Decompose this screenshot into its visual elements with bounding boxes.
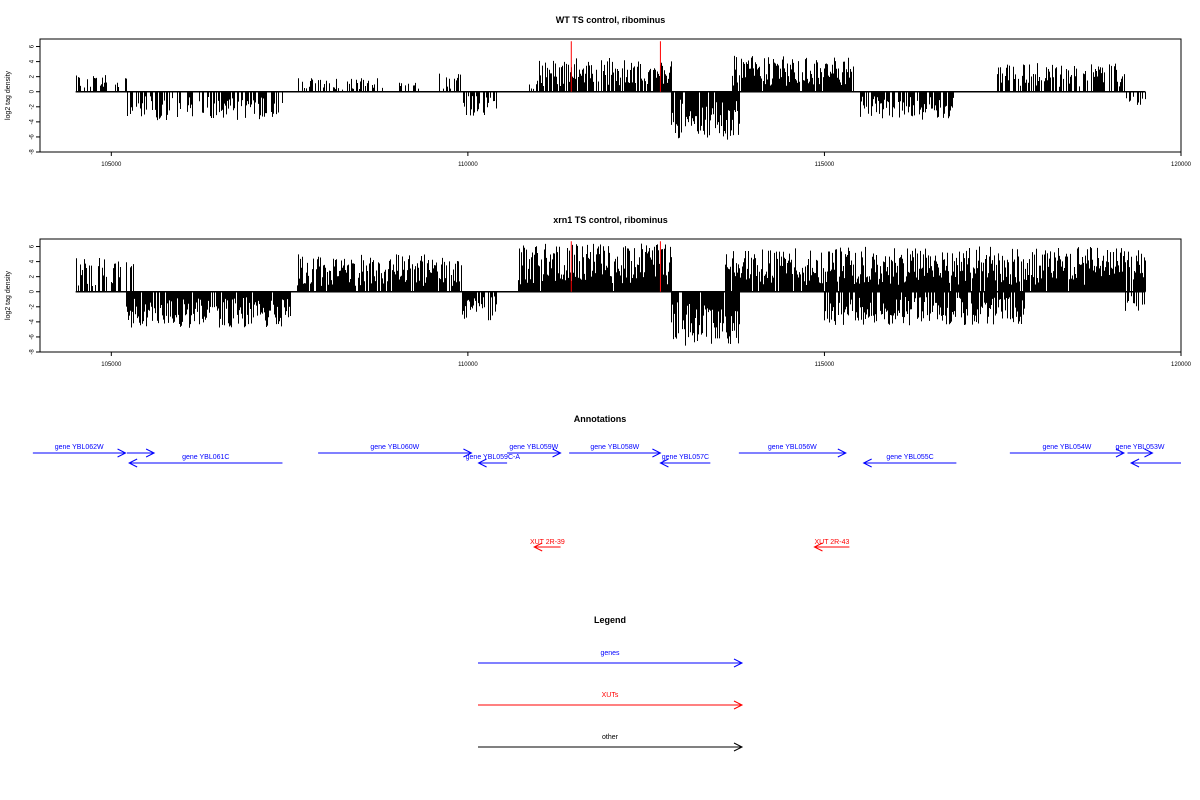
gene-label: gene YBL060W [370, 444, 419, 451]
x-tick-label: 110000 [458, 362, 478, 368]
gene-label: gene YBL058W [590, 444, 639, 451]
gene-arrow: gene YBL056W [738, 444, 847, 458]
plot-frame [39, 38, 1182, 153]
chart-title: WT TS control, ribominus [556, 15, 666, 25]
legend-item-label: genes [600, 650, 620, 657]
x-tick-label: 120000 [1171, 362, 1192, 368]
gene-arrow: gene YBL059C-A [466, 454, 521, 468]
chart-panel-1: WT TS control, ribominus -8 -6 -4 -2 0 2 4 6 log2… [5, 15, 1192, 168]
y-tick-label: -8 [30, 349, 36, 355]
arrow-head [659, 458, 669, 468]
y-tick-label: -4 [30, 319, 36, 325]
arrow-head [733, 658, 744, 668]
gene-arrow [127, 448, 156, 458]
y-tick-label: 6 [30, 244, 36, 248]
x-tick-label: 105000 [101, 162, 122, 168]
arrow-head [1129, 458, 1140, 468]
legend-item-XUTs: XUTs [478, 692, 744, 710]
gene-label: gene YBL059W [509, 444, 558, 451]
density-bars [76, 243, 1146, 346]
legend-item-genes: genes [478, 650, 744, 668]
gene-label: gene YBL059C-A [466, 454, 521, 461]
chart-title: xrn1 TS control, ribominus [553, 215, 668, 225]
y-tick-label: 2 [30, 74, 36, 78]
y-axis: -8 -6 -4 -2 0 2 4 6 [30, 44, 40, 155]
x-axis: 105000 110000 115000 120000 [101, 352, 1192, 368]
y-axis-label: log2 tag density [5, 270, 12, 320]
gene-label: gene YBL053W [1116, 444, 1165, 451]
y-tick-label: 2 [30, 274, 36, 278]
gene-label: gene YBL056W [768, 444, 817, 451]
legend-item-label: other [602, 734, 619, 741]
y-tick-label: 0 [30, 89, 36, 93]
arrow-head [552, 448, 562, 458]
arrow-head [477, 458, 487, 468]
legend-item-label: XUTs [602, 692, 619, 699]
gene-arrow: gene YBL054W [1009, 444, 1126, 458]
annotations-title: Annotations [574, 414, 627, 424]
gene-label: gene YBL055C [886, 454, 933, 461]
arrow-head [145, 448, 156, 458]
y-tick-label: 6 [30, 44, 36, 48]
y-tick-label: -2 [30, 103, 36, 109]
xut-arrow: XUT 2R-43 [813, 539, 849, 552]
gene-arrow: gene YBL062W [32, 444, 127, 458]
annotations-track: Annotations gene YBL062W gene YBL061C gene … [32, 414, 1181, 552]
gene-arrow [1129, 458, 1181, 468]
plot-frame [39, 238, 1182, 353]
x-tick-label: 105000 [101, 362, 122, 368]
xut-label: XUT 2R-39 [530, 539, 565, 546]
gene-arrow: gene YBL055C [862, 454, 957, 468]
legend: Legend genes XUTs other [478, 615, 744, 752]
y-tick-label: -6 [30, 334, 36, 340]
arrow-head [813, 542, 823, 552]
density-bars [76, 55, 1146, 140]
arrow-head [652, 448, 662, 458]
arrow-head [463, 448, 473, 458]
y-tick-label: -2 [30, 303, 36, 309]
arrow-head [837, 448, 847, 458]
gene-label: gene YBL057C [662, 454, 709, 461]
y-tick-label: 4 [30, 59, 36, 63]
arrow-head [533, 542, 543, 552]
gene-arrow: gene YBL058W [569, 444, 662, 458]
x-tick-label: 120000 [1171, 162, 1192, 168]
arrow-head [128, 458, 138, 468]
x-tick-label: 110000 [458, 162, 478, 168]
x-tick-label: 115000 [815, 162, 835, 168]
arrow-head [1144, 448, 1154, 458]
arrow-head [733, 742, 744, 752]
gene-arrow: gene YBL060W [318, 444, 473, 458]
y-axis-label: log2 tag density [5, 70, 12, 120]
gene-arrow: gene YBL057C [659, 454, 711, 468]
gene-arrow: gene YBL059W [507, 444, 562, 458]
y-tick-label: -4 [30, 119, 36, 125]
arrow-head [733, 700, 744, 710]
x-tick-label: 115000 [815, 362, 835, 368]
y-tick-label: 4 [30, 259, 36, 263]
gene-arrow: gene YBL053W [1116, 444, 1165, 458]
gene-label: gene YBL061C [182, 454, 229, 461]
y-axis: -8 -6 -4 -2 0 2 4 6 [30, 244, 40, 355]
gene-arrow: gene YBL061C [128, 454, 283, 468]
y-tick-label: -8 [30, 149, 36, 155]
gene-label: gene YBL054W [1042, 444, 1091, 451]
legend-item-other: other [478, 734, 744, 752]
arrow-head [862, 458, 872, 468]
y-tick-label: 0 [30, 289, 36, 293]
y-tick-label: -6 [30, 134, 36, 140]
xut-arrow: XUT 2R-39 [530, 539, 565, 552]
legend-title: Legend [594, 615, 626, 625]
arrow-head [117, 448, 127, 458]
xut-label: XUT 2R-43 [814, 539, 849, 546]
x-axis: 105000 110000 115000 120000 [101, 152, 1192, 168]
chart-panel-2: xrn1 TS control, ribominus -8 -6 -4 -2 0 2 4 6 lo… [5, 215, 1192, 368]
arrow-head [1115, 448, 1126, 458]
gene-label: gene YBL062W [55, 444, 104, 451]
